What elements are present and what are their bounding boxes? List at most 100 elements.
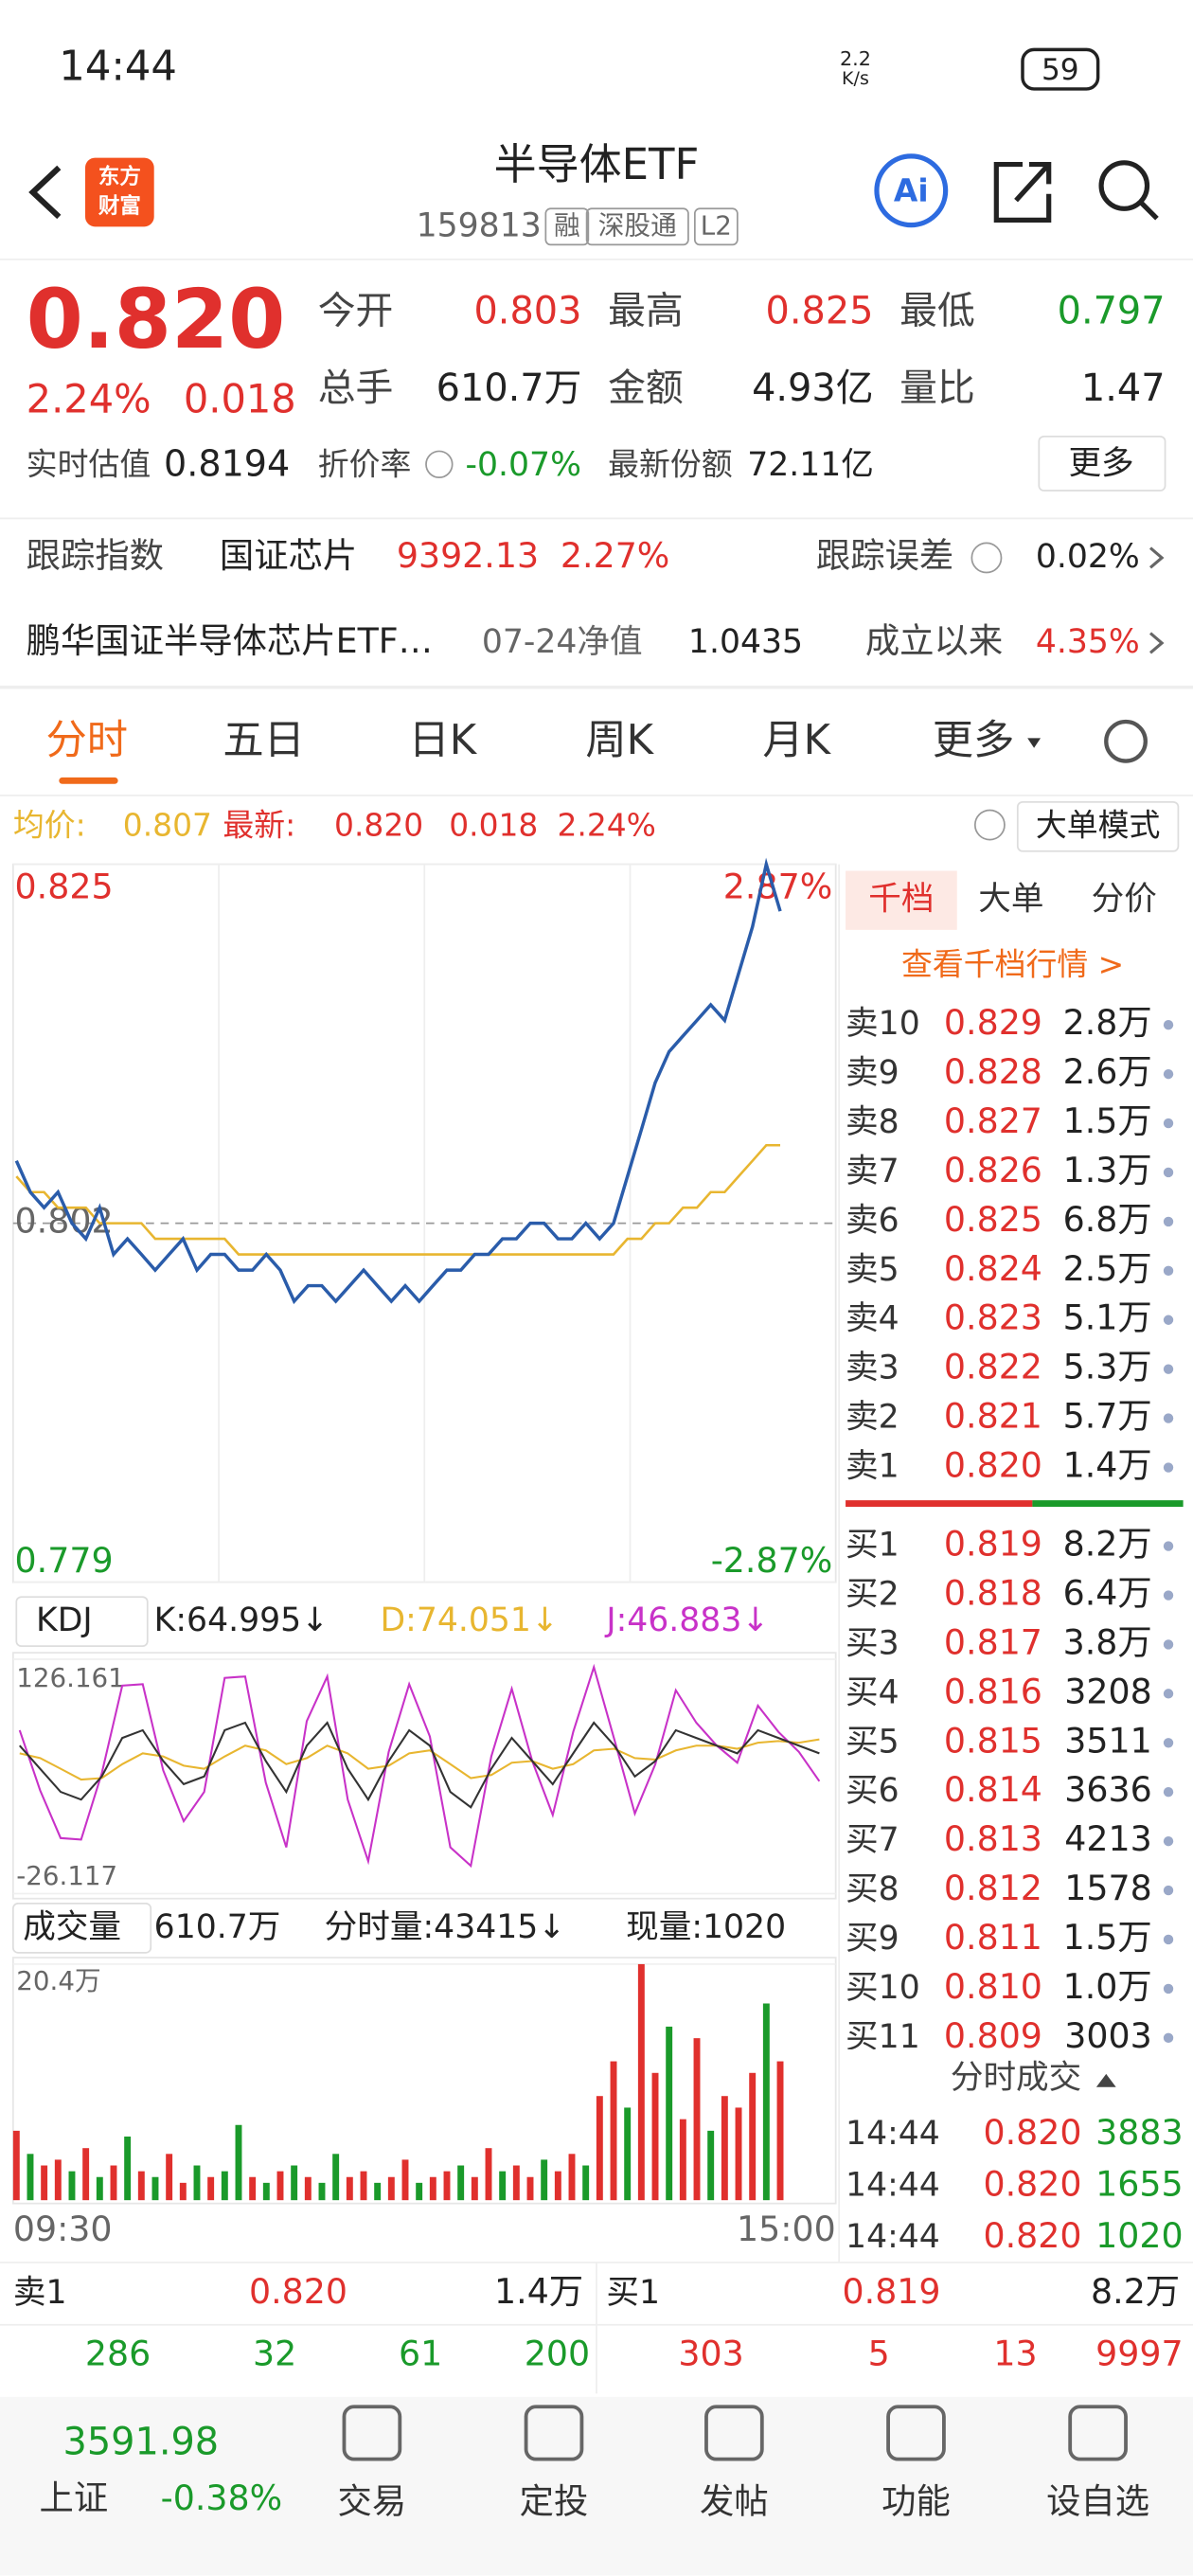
nav-item[interactable]: 交易 (338, 2480, 407, 2521)
book-dot (1163, 1068, 1174, 1080)
nav-icon (1068, 2405, 1128, 2461)
chart-tab[interactable]: 月K (762, 717, 831, 764)
flow-value: 5 (868, 2334, 890, 2374)
fund-name[interactable]: 鹏华国证半导体芯片ETF… (27, 620, 433, 661)
book-price: 0.810 (944, 1966, 1042, 2007)
mode-label[interactable]: 大单模式 (1036, 806, 1161, 843)
book-level: 买1 (846, 1527, 899, 1565)
tracking-error: 0.02% (1036, 538, 1140, 576)
volume-bar (249, 2176, 257, 2201)
book-tab[interactable]: 千档 (868, 881, 934, 919)
volume-bar (291, 2165, 298, 2201)
volume-title[interactable]: 成交量 (23, 1908, 121, 1946)
indicator-select[interactable] (15, 1596, 149, 1648)
period-volume: 分时量:43415↓ (325, 1908, 566, 1946)
volume-bar (166, 2154, 173, 2201)
volume-bar (596, 2096, 603, 2201)
book-level: 卖1 (846, 1448, 899, 1486)
latest-price: 0.820 (334, 806, 423, 843)
indicator-select[interactable] (11, 1903, 152, 1954)
volume-bar (12, 2130, 20, 2201)
indicator-name[interactable]: KDJ (36, 1601, 93, 1639)
app-logo (85, 157, 154, 227)
stat-label: 量比 (899, 367, 975, 410)
book-level: 买2 (846, 1576, 899, 1614)
back-button[interactable] (28, 165, 62, 220)
more-button[interactable] (1038, 436, 1166, 492)
volume-bar (485, 2148, 492, 2201)
more-label[interactable]: 更多 (1068, 444, 1133, 482)
volume-bar (526, 2176, 534, 2201)
trade-volume: 1020 (1095, 2215, 1183, 2256)
ai-button[interactable] (874, 153, 949, 228)
volume-bar (624, 2107, 632, 2201)
index-value[interactable]: 3591.98 (63, 2421, 220, 2464)
tab-indicator (59, 777, 118, 784)
volume-bar (151, 2176, 159, 2201)
volume-bar (221, 2171, 228, 2201)
volume-bar (374, 2182, 382, 2201)
stat-label: 最低 (899, 290, 975, 333)
depth-link[interactable]: 查看千档行情 > (901, 945, 1124, 982)
tag-box (544, 207, 590, 246)
volume-bar (179, 2182, 187, 2201)
book-price: 0.816 (944, 1671, 1042, 1711)
book-volume: 5.7万 (1063, 1396, 1152, 1437)
chart-tab[interactable]: 周K (585, 717, 654, 764)
book-dot (1163, 1413, 1174, 1423)
book-level: 买10 (846, 1969, 920, 2007)
volume-bar (582, 2165, 590, 2201)
book-tab[interactable]: 大单 (978, 881, 1043, 919)
shares-label: 最新份额 (608, 446, 733, 483)
stat-label: 今开 (318, 290, 394, 333)
price-line (15, 1143, 781, 1256)
book-volume: 3208 (1064, 1671, 1151, 1711)
tag: L2 (701, 209, 732, 241)
volume-bar (541, 2159, 548, 2201)
book-level: 卖7 (846, 1153, 899, 1190)
book-level: 买9 (846, 1920, 899, 1958)
nav-item[interactable]: 发帖 (700, 2480, 769, 2521)
nav-item[interactable]: 定投 (520, 2480, 589, 2521)
book-dot (1163, 1020, 1174, 1030)
page-title: 半导体ETF (494, 139, 700, 189)
nav-item[interactable]: 功能 (881, 2480, 951, 2521)
y-tick-label: 20.4万 (16, 1965, 100, 1996)
book-volume: 1.3万 (1063, 1150, 1152, 1190)
ai-icon: Ai (894, 171, 929, 208)
chevron (1148, 546, 1165, 569)
book-level: 卖9 (846, 1054, 899, 1092)
chart-tab[interactable]: 分时 (45, 717, 128, 764)
chart-tab[interactable]: 日K (408, 717, 477, 764)
volume-bar (610, 2061, 617, 2201)
book-volume: 2.5万 (1063, 1248, 1152, 1289)
book-price: 0.820 (944, 1445, 1042, 1486)
search-button[interactable] (1098, 160, 1150, 211)
nav-item[interactable]: 设自选 (1046, 2480, 1149, 2521)
book-tab[interactable]: 分价 (1092, 881, 1157, 919)
settings-button[interactable] (1104, 719, 1148, 763)
chart-tab[interactable]: 更多 (933, 717, 1015, 764)
book-price: 0.817 (944, 1621, 1042, 1662)
book-level: 卖8 (846, 1103, 899, 1141)
trade-time: 14:44 (846, 2115, 940, 2153)
bottom-level: 卖1 (13, 2274, 67, 2312)
mode-button[interactable] (1016, 800, 1180, 852)
book-volume: 6.4万 (1063, 1573, 1152, 1614)
index-pct: -0.38% (161, 2478, 283, 2518)
book-dot (1163, 1590, 1174, 1601)
shares: 72.11亿 (747, 446, 874, 484)
volume-bar (360, 2171, 367, 2201)
help-icon (425, 450, 454, 479)
share-button[interactable] (993, 161, 1052, 224)
since-return: 4.35% (1036, 623, 1140, 661)
latest-label: 最新: (223, 806, 295, 843)
book-volume: 6.8万 (1063, 1199, 1152, 1240)
tag-box (585, 207, 689, 246)
book-price: 0.821 (944, 1396, 1042, 1437)
chart-tab[interactable]: 五日 (223, 717, 305, 764)
volume-bar (735, 2107, 742, 2201)
book-dot (1163, 1118, 1174, 1129)
volume-bar (499, 2171, 507, 2201)
